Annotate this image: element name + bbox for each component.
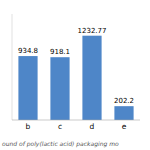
data-label: 934.8 <box>18 47 38 55</box>
chart: 934.8 918.1 1232.77 202.2 b c d e ound of poly(l… <box>0 0 150 150</box>
bar <box>82 36 101 120</box>
bars <box>18 36 133 120</box>
bar <box>50 57 69 120</box>
x-tick-label: d <box>90 122 95 131</box>
bar <box>18 56 37 120</box>
x-tick-label: e <box>122 122 127 131</box>
caption: ound of poly(lactic acid) packaging mo <box>2 140 119 148</box>
y-axis-line <box>12 14 13 120</box>
data-label: 918.1 <box>50 48 70 56</box>
x-tick-label: c <box>58 122 62 131</box>
x-tick-label: b <box>26 122 31 131</box>
x-axis-line <box>12 120 140 121</box>
bar <box>114 106 133 120</box>
chart-container: 934.8 918.1 1232.77 202.2 b c d e ound of poly(l… <box>0 0 150 150</box>
data-label: 202.2 <box>114 97 134 105</box>
data-label: 1232.77 <box>78 27 107 35</box>
